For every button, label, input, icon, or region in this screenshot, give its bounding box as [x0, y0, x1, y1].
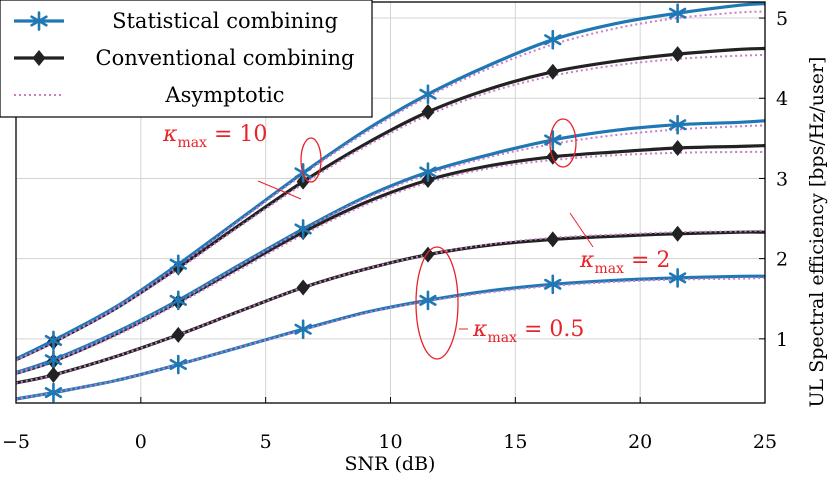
star-ray — [294, 223, 312, 235]
statistical-marker — [668, 3, 687, 24]
legend-label: Conventional combining — [96, 46, 355, 70]
conventional-marker — [421, 103, 435, 120]
statistical-marker — [44, 330, 63, 351]
series-layer — [15, 2, 766, 401]
star-ray — [668, 7, 687, 19]
statistical-marker — [44, 382, 63, 403]
annotation-kappa-10: κmax = 10 — [162, 122, 267, 151]
statistical-marker — [169, 290, 187, 311]
statistical-marker — [419, 162, 437, 182]
statistical-marker — [419, 290, 437, 311]
conventional-marker — [671, 139, 685, 156]
x-tick-label: 0 — [135, 431, 147, 453]
ellipse-kappa-10 — [300, 137, 322, 183]
annotation-kappa-0-5: κmax = 0.5 — [472, 317, 584, 346]
y-tick-label: 2 — [776, 249, 788, 271]
statistical-marker — [544, 130, 562, 150]
star-ray — [44, 387, 63, 399]
annotations-layer: κmax = 10 κmax = 2 κmax = 0.5 — [162, 118, 670, 360]
conventional-marker — [546, 63, 560, 80]
star-ray — [419, 294, 437, 306]
legend-star-marker — [30, 11, 48, 31]
statistical-marker — [169, 254, 187, 275]
x-tick-label: 10 — [378, 431, 402, 453]
star-ray — [44, 334, 63, 346]
conventional-marker — [546, 231, 560, 248]
legend: Statistical combining Conventional combin… — [0, 0, 373, 118]
conventional-marker — [296, 279, 310, 296]
star-ray — [30, 15, 48, 27]
star-ray — [419, 166, 437, 178]
statistical-marker — [668, 114, 687, 135]
statistical-marker — [44, 349, 63, 370]
legend-label: Asymptotic — [164, 83, 284, 107]
asymptotic-line-a-2 — [15, 276, 766, 400]
y-tick-label: 5 — [776, 8, 788, 30]
ticks-layer: −5 0 5 10 15 20 25 1 2 3 4 5 — [2, 8, 788, 453]
star-ray — [169, 258, 187, 270]
conventional-marker — [171, 326, 185, 343]
ellipse-kappa-2 — [549, 118, 577, 168]
x-tick-label: 25 — [753, 431, 777, 453]
star-ray — [544, 34, 562, 46]
markers-layer — [44, 3, 687, 403]
conventional-marker — [46, 366, 60, 383]
ellipse-kappa-0-5 — [415, 246, 459, 360]
statistical-marker — [169, 354, 187, 375]
x-axis-label: SNR (dB) — [345, 453, 436, 475]
star-ray — [169, 358, 187, 371]
star-ray — [544, 278, 562, 290]
statistical-marker — [544, 274, 562, 295]
legend-diamond-marker — [32, 50, 46, 66]
statistical-line-0 — [15, 2, 766, 361]
asymptotic-line-a-0 — [15, 10, 766, 361]
y-tick-label: 4 — [776, 88, 788, 110]
conventional-marker — [671, 225, 685, 242]
statistical-marker — [294, 219, 312, 239]
star-ray — [544, 134, 562, 146]
y-tick-label: 1 — [776, 329, 788, 351]
star-ray — [419, 88, 437, 100]
star-ray — [169, 294, 187, 306]
statistical-marker — [544, 29, 562, 50]
y-tick-label: 3 — [776, 168, 788, 190]
star-ray — [668, 272, 687, 284]
asymptotic-line-b-0 — [15, 53, 766, 362]
star-ray — [668, 119, 687, 131]
asymptotic-line-b-2 — [15, 229, 766, 384]
x-tick-label: −5 — [2, 431, 30, 453]
statistical-marker — [294, 319, 312, 340]
x-tick-label: 15 — [503, 431, 527, 453]
axis-labels: SNR (dB) UL Spectral efficiency [bps/Hz/… — [345, 57, 828, 475]
x-tick-label: 5 — [260, 431, 272, 453]
y-axis-label: UL Spectral efficiency [bps/Hz/user] — [806, 57, 828, 408]
star-ray — [44, 354, 63, 366]
annotation-kappa-2: κmax = 2 — [579, 248, 670, 277]
leader-kappa-10 — [257, 180, 302, 200]
conventional-line-2 — [15, 230, 766, 385]
star-ray — [294, 323, 312, 335]
conventional-marker — [671, 46, 685, 63]
leader-kappa-2 — [569, 212, 594, 248]
statistical-marker — [419, 84, 437, 105]
x-tick-label: 20 — [628, 431, 652, 453]
statistical-marker — [668, 268, 687, 288]
legend-label: Statistical combining — [112, 9, 338, 33]
